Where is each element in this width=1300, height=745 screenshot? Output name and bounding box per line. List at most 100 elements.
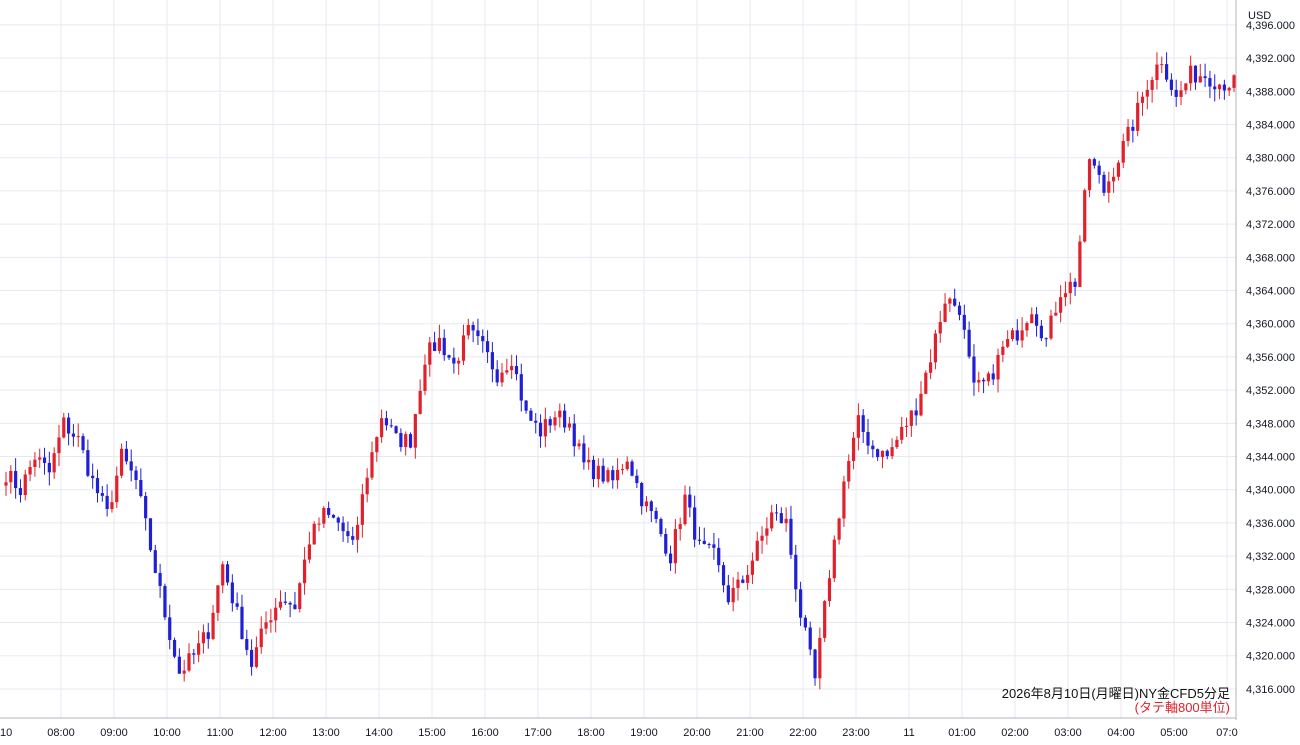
candle-body [192, 653, 196, 655]
candle-body [177, 656, 181, 674]
time-axis: 10 08:00 09:00 10:00 11:00 12:00 13:00 14:00 15:… [0, 727, 1238, 739]
candle-body [148, 518, 153, 551]
candle-body [630, 461, 634, 476]
candle-body [110, 502, 114, 510]
candle-body [197, 643, 201, 655]
candle-body [760, 535, 764, 541]
candle-body [543, 419, 547, 437]
time-tick-label: 08:00 [47, 727, 75, 739]
chart-grid [0, 0, 1236, 718]
candle-body [832, 539, 836, 579]
candle-body [847, 461, 851, 482]
time-tick-label: 16:00 [471, 727, 499, 739]
candle-body [139, 480, 143, 497]
candle-body [14, 470, 18, 489]
candle-body [206, 632, 210, 639]
candle-body [837, 518, 841, 540]
candle-body [1189, 65, 1193, 84]
candle-body [23, 474, 27, 496]
candle-body [514, 366, 519, 375]
price-tick-label: 4,392.000 [1246, 53, 1295, 65]
candle-body [900, 426, 904, 440]
price-tick-label: 4,368.000 [1246, 252, 1295, 264]
candle-body [91, 475, 95, 479]
candle-body [1087, 159, 1092, 191]
candle-body [654, 510, 658, 520]
candle-body [856, 415, 860, 438]
price-tick-label: 4,376.000 [1246, 186, 1295, 198]
candle-body [572, 423, 576, 447]
candle-body [187, 653, 191, 671]
time-tick-label: 01:00 [948, 727, 976, 739]
candle-body [885, 450, 889, 457]
candle-body [413, 413, 417, 448]
price-tick-label: 4,344.000 [1246, 452, 1295, 464]
price-tick-label: 4,356.000 [1246, 352, 1295, 364]
candle-body [452, 357, 456, 364]
time-tick-label: 09:00 [100, 727, 128, 739]
candle-body [1217, 84, 1222, 90]
candle-body [269, 620, 273, 623]
candle-body [991, 373, 995, 380]
candle-body [798, 589, 803, 618]
candle-body [1222, 84, 1226, 91]
candle-body [216, 585, 220, 613]
time-tick-label: 13:00 [312, 727, 340, 739]
candle-body [591, 459, 596, 480]
candle-body [298, 583, 302, 609]
time-tick-label: 02:00 [1001, 727, 1029, 739]
candle-body [1025, 323, 1029, 331]
time-tick-label: 05:00 [1160, 727, 1188, 739]
candle-body [1049, 315, 1053, 339]
time-tick-label: 23:00 [842, 727, 870, 739]
candle-body [1169, 79, 1173, 90]
candle-body [794, 554, 798, 590]
price-tick-label: 4,384.000 [1246, 120, 1295, 132]
candle-body [1213, 86, 1217, 90]
candle-body [38, 457, 42, 460]
candle-body [919, 393, 923, 416]
time-tick-label: 18:00 [577, 727, 605, 739]
candle-body [640, 483, 644, 507]
price-tick-label: 4,316.000 [1246, 684, 1295, 696]
candle-body [81, 436, 85, 451]
candle-body [124, 448, 128, 462]
candle-body [76, 436, 80, 438]
candle-body [1059, 297, 1063, 313]
candle-body [471, 325, 475, 331]
candle-body [558, 410, 562, 418]
candle-body [447, 355, 451, 358]
candle-body [225, 564, 230, 583]
candle-body [697, 539, 702, 541]
candle-body [134, 470, 138, 481]
candle-body [404, 434, 408, 448]
time-tick-label: 04:00 [1107, 727, 1135, 739]
candle-body [519, 374, 523, 401]
candle-body [1073, 281, 1077, 287]
price-tick-label: 4,320.000 [1246, 651, 1295, 663]
candle-body [1203, 76, 1207, 79]
candle-body [808, 627, 812, 650]
candle-body [341, 522, 345, 532]
price-tick-label: 4,328.000 [1246, 584, 1295, 596]
candle-body [360, 494, 364, 525]
candle-body [380, 418, 384, 438]
candle-body [100, 493, 104, 496]
candle-body [577, 443, 581, 447]
time-tick-label: 21:00 [736, 727, 764, 739]
candle-body [746, 574, 750, 583]
candle-body [1006, 338, 1010, 347]
candle-body [1020, 330, 1024, 341]
candle-body [375, 437, 379, 453]
price-tick-label: 4,340.000 [1246, 485, 1295, 497]
candle-body [904, 425, 909, 427]
candle-body [688, 494, 692, 508]
candle-body [784, 518, 788, 524]
candle-body [172, 639, 177, 657]
candle-body [355, 524, 360, 540]
time-tick-label: 14:00 [365, 727, 393, 739]
candle-body [399, 433, 403, 448]
price-tick-label: 4,332.000 [1246, 551, 1295, 563]
candle-body [33, 459, 37, 468]
time-tick-label: 07:0 [1216, 727, 1237, 739]
